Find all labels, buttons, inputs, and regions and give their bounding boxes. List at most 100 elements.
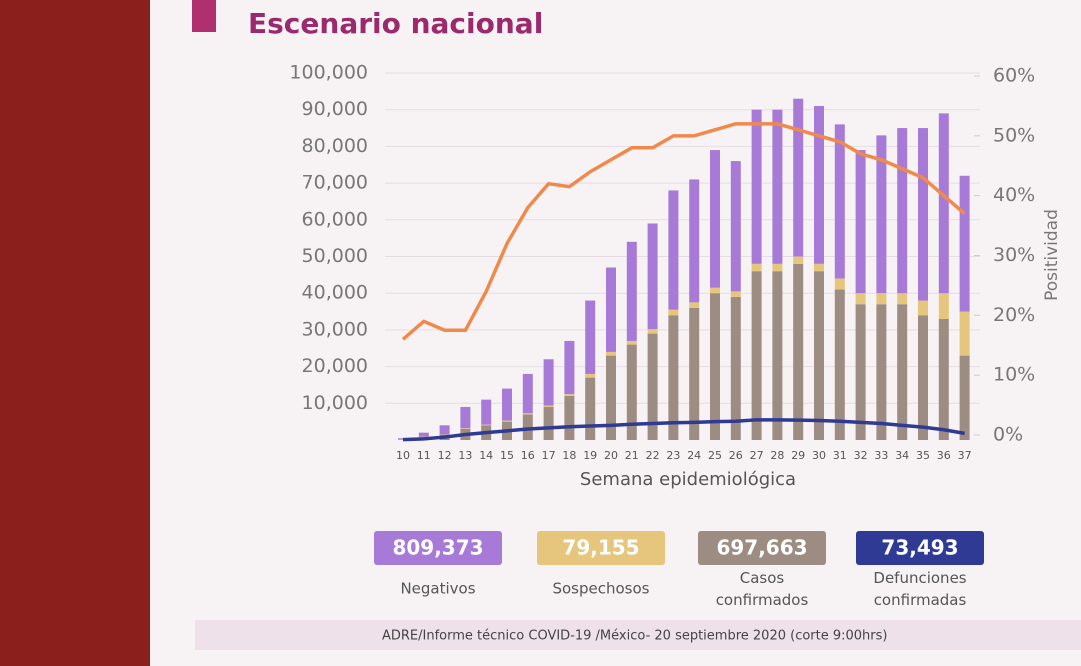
bar-segment	[897, 128, 908, 294]
total-value: 809,373	[392, 536, 483, 560]
x-tick-label: 11	[417, 449, 431, 462]
x-tick-label: 30	[812, 449, 826, 462]
bar-segment	[689, 307, 700, 440]
x-tick-label: 14	[479, 449, 493, 462]
y2-tick-label: 40%	[993, 184, 1035, 206]
bar-segment	[897, 293, 908, 305]
bar-segment	[918, 315, 928, 440]
total-box	[537, 531, 665, 565]
x-tick-label: 24	[687, 449, 701, 462]
x-tick-label: 22	[646, 449, 660, 462]
bar-segment	[855, 304, 866, 440]
bar-segment	[564, 394, 575, 396]
bar-segment	[626, 344, 637, 440]
total-name: Negativos	[400, 580, 475, 598]
title-marker	[192, 0, 216, 32]
x-tick-label: 27	[750, 449, 764, 462]
x-tick-label: 13	[458, 449, 472, 462]
bar-segment	[668, 309, 679, 316]
x-tick-label: 33	[874, 449, 888, 462]
bar-segment	[793, 98, 804, 257]
bar-segment	[855, 150, 866, 294]
bar-segment	[460, 428, 471, 429]
x-tick-label: 15	[500, 449, 514, 462]
bar-segment	[959, 175, 970, 312]
y2-tick-label: 60%	[993, 65, 1035, 87]
source: ADRE/Informe técnico COVID-19 /México- 2…	[382, 629, 887, 644]
bar-segment	[564, 395, 575, 440]
bar-segment	[585, 300, 596, 374]
y-tick-label: 80,000	[302, 135, 368, 157]
y2-tick-label: 30%	[993, 244, 1035, 266]
total-box	[698, 531, 826, 565]
y-tick-label: 40,000	[302, 282, 368, 304]
x-tick-label: 34	[895, 449, 909, 462]
x-tick-label: 23	[666, 449, 680, 462]
bar-segment	[793, 256, 804, 264]
total-name: Casos confirmados	[716, 569, 809, 609]
bar-segment	[606, 351, 616, 356]
y2-axis-label: Positividad	[1042, 209, 1062, 301]
bar-segment	[814, 263, 824, 272]
bar-segment	[855, 293, 866, 305]
y-tick-label: 10,000	[302, 392, 368, 414]
x-tick-label: 16	[521, 449, 535, 462]
bar-segment	[710, 293, 720, 440]
x-tick-label: 37	[958, 449, 972, 462]
line	[401, 122, 966, 341]
bar-segment	[834, 278, 845, 290]
x-axis-label: Semana epidemiológica	[580, 469, 796, 490]
x-tick-label: 25	[708, 449, 722, 462]
bar-segment	[647, 329, 658, 334]
bar-segment	[481, 424, 492, 426]
x-tick-label: 20	[604, 449, 618, 462]
bar-segment	[522, 414, 533, 440]
bar-segment	[502, 388, 512, 421]
footer-band	[195, 620, 1081, 650]
bar-segment	[814, 271, 824, 440]
bar-segment	[522, 413, 533, 415]
x-tick-label: 10	[396, 449, 410, 462]
x-tick-label: 17	[542, 449, 556, 462]
bar-segment	[647, 223, 658, 330]
x-tick-label: 18	[562, 449, 576, 462]
bar-segment	[564, 340, 575, 395]
y2-tick-label: 20%	[993, 304, 1035, 326]
bar-segment	[647, 333, 658, 440]
chart-title: Escenario nacional	[248, 7, 543, 40]
bar-segment	[938, 293, 949, 319]
bar-segment	[772, 263, 783, 272]
bar-segment	[668, 315, 679, 440]
x-tick-label: 32	[854, 449, 868, 462]
x-tick-label: 36	[937, 449, 951, 462]
bar-segment	[606, 355, 616, 440]
bar-segment	[876, 135, 887, 294]
total-name: Sospechosos	[552, 580, 649, 598]
y2-tick-label: 0%	[993, 424, 1023, 446]
bar-segment	[626, 241, 637, 341]
y-tick-label: 100,000	[289, 62, 368, 84]
y2-tick-label: 50%	[993, 124, 1035, 146]
x-tick-label: 21	[625, 449, 639, 462]
bar-segment	[834, 289, 845, 440]
bar-segment	[418, 432, 429, 437]
bar-segment	[439, 425, 450, 435]
bar-segment	[585, 377, 596, 440]
y-tick-label: 70,000	[302, 172, 368, 194]
bar-segment	[959, 311, 970, 356]
bar-segment	[938, 318, 949, 440]
wall	[0, 0, 150, 666]
x-tick-label: 31	[833, 449, 847, 462]
bar-segment	[543, 405, 554, 407]
x-tick-label: 12	[438, 449, 452, 462]
bar-segment	[710, 150, 720, 288]
bar-segment	[834, 124, 845, 279]
x-tick-label: 26	[729, 449, 743, 462]
y-tick-label: 60,000	[302, 208, 368, 230]
bar-segment	[918, 128, 928, 301]
x-tick-label: 29	[791, 449, 805, 462]
y-tick-label: 50,000	[302, 245, 368, 267]
total-box	[374, 531, 502, 565]
bar-segment	[689, 302, 700, 308]
